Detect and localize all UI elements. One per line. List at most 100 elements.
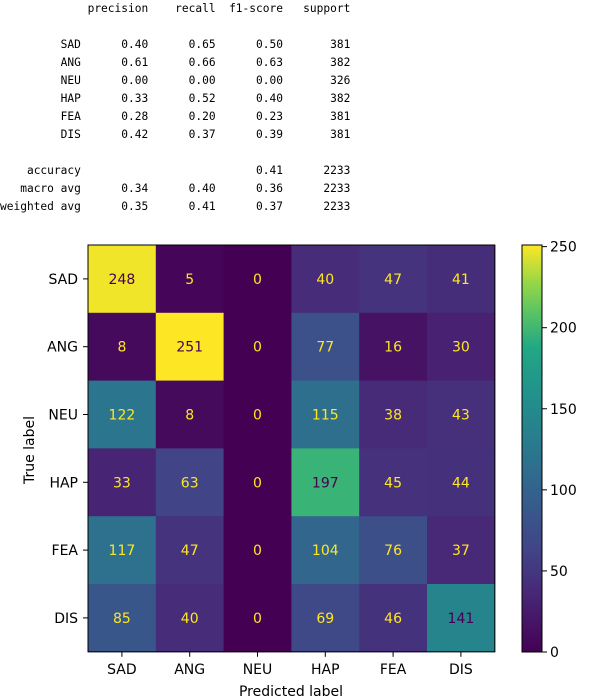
report-header-support: support bbox=[303, 2, 351, 15]
y-tick-label: HAP bbox=[49, 475, 78, 491]
cell-value: 38 bbox=[384, 408, 402, 424]
report-row-label: FEA bbox=[60, 110, 81, 123]
cell-ANG-NEU bbox=[223, 312, 292, 382]
x-tick-label: ANG bbox=[174, 662, 205, 678]
report-cell-support: 382 bbox=[330, 92, 351, 105]
cell-SAD-DIS bbox=[427, 245, 496, 314]
cell-value: 8 bbox=[185, 408, 194, 424]
cell-DIS-NEU bbox=[223, 584, 292, 653]
y-tick-label: DIS bbox=[54, 611, 78, 627]
cell-SAD-FEA bbox=[359, 245, 428, 314]
x-tick-label: NEU bbox=[243, 662, 273, 678]
cell-NEU-HAP bbox=[291, 380, 360, 449]
cell-value: 141 bbox=[448, 611, 475, 627]
cell-FEA-SAD bbox=[88, 516, 157, 585]
cell-value: 0 bbox=[253, 611, 262, 627]
cell-value: 45 bbox=[384, 475, 402, 491]
cell-value: 47 bbox=[181, 543, 199, 559]
report-header-f1-score: f1-score bbox=[229, 2, 283, 15]
cell-SAD-ANG bbox=[155, 245, 225, 314]
cell-value: 30 bbox=[452, 340, 470, 356]
cell-FEA-DIS bbox=[427, 516, 496, 585]
report-cell-recall: 0.65 bbox=[188, 38, 216, 51]
cell-HAP-HAP bbox=[291, 448, 360, 517]
y-tick-label: FEA bbox=[52, 543, 79, 559]
cell-value: 85 bbox=[113, 611, 131, 627]
report-cell-precision: 0.34 bbox=[121, 182, 149, 195]
report-cell-support: 2233 bbox=[323, 200, 351, 213]
report-cell-precision: 0.40 bbox=[121, 38, 149, 51]
cell-value: 76 bbox=[384, 543, 402, 559]
report-cell-support: 382 bbox=[330, 56, 351, 69]
x-tick-label: DIS bbox=[449, 662, 473, 678]
cell-value: 0 bbox=[253, 475, 262, 491]
cell-HAP-FEA bbox=[359, 448, 428, 517]
cell-ANG-HAP bbox=[291, 312, 360, 382]
x-tick-label: SAD bbox=[107, 662, 137, 678]
colorbar-tick-label: 0 bbox=[550, 645, 559, 661]
cell-value: 33 bbox=[113, 475, 131, 491]
cell-value: 47 bbox=[384, 272, 402, 288]
classification-report: precision recall f1-score support SAD 0.… bbox=[0, 0, 350, 216]
y-axis-label: True label bbox=[22, 416, 38, 485]
report-cell-precision: 0.42 bbox=[121, 128, 149, 141]
cell-value: 0 bbox=[253, 543, 262, 559]
report-header-precision: precision bbox=[87, 2, 149, 15]
cell-DIS-SAD bbox=[88, 584, 157, 653]
colorbar-tick-label: 50 bbox=[550, 564, 568, 580]
cell-DIS-DIS bbox=[427, 584, 496, 653]
cell-ANG-ANG bbox=[155, 312, 225, 382]
x-tick-label: HAP bbox=[311, 662, 340, 678]
cell-DIS-ANG bbox=[155, 584, 225, 653]
cell-value: 8 bbox=[117, 340, 126, 356]
report-cell-precision: 0.33 bbox=[121, 92, 149, 105]
report-cell-precision: 0.00 bbox=[121, 74, 149, 87]
report-cell-support: 381 bbox=[330, 128, 351, 141]
report-cell-f1: 0.39 bbox=[256, 128, 283, 141]
report-cell-support: 381 bbox=[330, 38, 351, 51]
cell-value: 41 bbox=[452, 272, 470, 288]
report-row-label: macro avg bbox=[20, 182, 81, 195]
report-cell-f1: 0.41 bbox=[255, 164, 283, 177]
cell-ANG-DIS bbox=[427, 312, 496, 382]
report-row-label: weighted avg bbox=[0, 200, 81, 213]
cell-SAD-NEU bbox=[223, 245, 292, 314]
report-row-label: NEU bbox=[60, 74, 81, 87]
cell-value: 104 bbox=[312, 543, 339, 559]
cell-DIS-HAP bbox=[291, 584, 360, 653]
cell-value: 69 bbox=[316, 611, 334, 627]
report-cell-f1: 0.40 bbox=[256, 92, 283, 105]
cell-value: 197 bbox=[312, 475, 339, 491]
cell-FEA-ANG bbox=[155, 516, 225, 585]
report-cell-f1: 0.23 bbox=[256, 110, 283, 123]
report-cell-support: 326 bbox=[330, 74, 351, 87]
cell-NEU-DIS bbox=[427, 380, 496, 449]
cell-FEA-HAP bbox=[291, 516, 360, 585]
report-cell-support: 2233 bbox=[323, 182, 351, 195]
y-tick-label: ANG bbox=[47, 340, 78, 356]
cell-value: 16 bbox=[384, 340, 402, 356]
report-cell-support: 381 bbox=[330, 110, 351, 123]
report-cell-recall: 0.52 bbox=[188, 92, 216, 105]
report-row-label: HAP bbox=[60, 92, 81, 105]
cell-value: 46 bbox=[384, 611, 402, 627]
x-tick-label: FEA bbox=[380, 662, 407, 678]
cell-HAP-ANG bbox=[155, 448, 225, 517]
report-cell-recall: 0.41 bbox=[188, 200, 216, 213]
colorbar-tick-label: 200 bbox=[550, 321, 577, 337]
cell-value: 0 bbox=[253, 272, 262, 288]
report-row-label: ANG bbox=[60, 56, 81, 69]
cell-ANG-SAD bbox=[88, 312, 157, 382]
cell-value: 40 bbox=[316, 272, 334, 288]
cell-value: 77 bbox=[316, 340, 334, 356]
report-cell-recall: 0.66 bbox=[188, 56, 216, 69]
cell-NEU-SAD bbox=[88, 380, 157, 449]
cell-value: 115 bbox=[312, 408, 339, 424]
cell-SAD-HAP bbox=[291, 245, 360, 314]
report-cell-precision: 0.61 bbox=[121, 56, 149, 69]
cell-value: 117 bbox=[109, 543, 136, 559]
cell-value: 0 bbox=[253, 340, 262, 356]
x-axis-label: Predicted label bbox=[239, 684, 343, 699]
colorbar-tick-label: 100 bbox=[550, 483, 577, 499]
confusion-matrix-plot: 248 5 0 40 47 41 8 251 0 77 16 30 122 8 0 115 38 43 33 63 0 1… bbox=[47, 244, 496, 678]
